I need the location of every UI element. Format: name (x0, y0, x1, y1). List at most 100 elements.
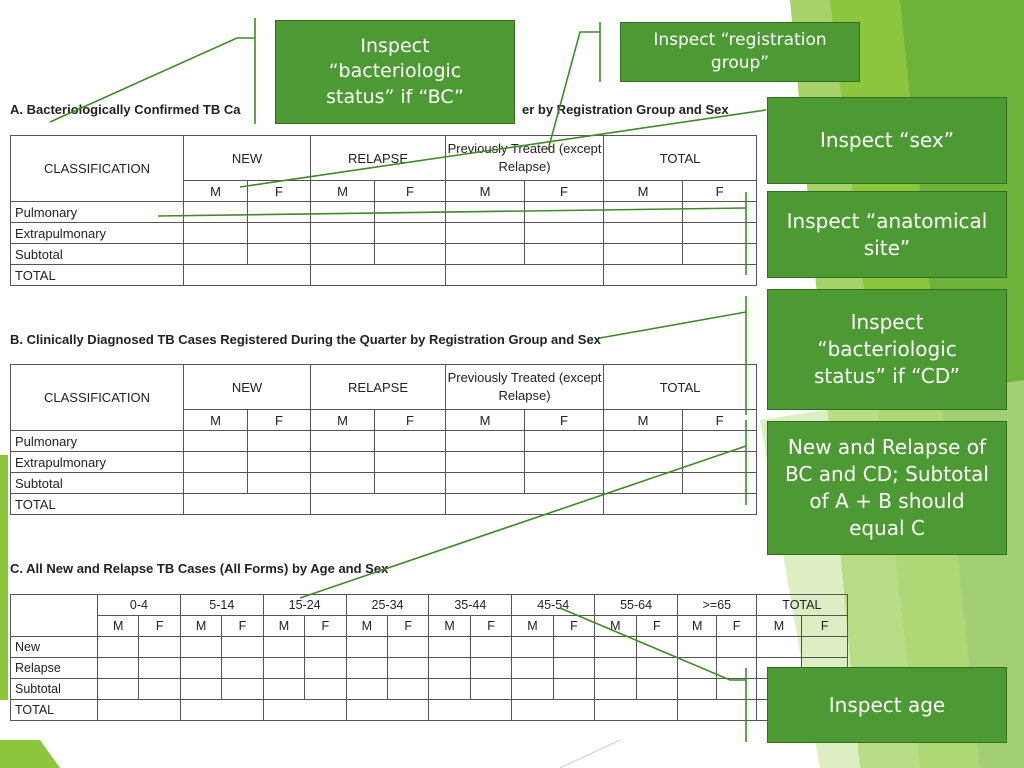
data-cell[interactable] (524, 243, 605, 265)
data-cell[interactable] (262, 636, 306, 658)
data-cell[interactable] (179, 678, 223, 700)
data-cell[interactable] (183, 222, 248, 244)
data-cell[interactable] (262, 678, 306, 700)
data-cell[interactable] (428, 699, 513, 721)
data-cell[interactable] (801, 636, 848, 658)
data-cell[interactable] (594, 699, 678, 721)
data-cell[interactable] (524, 451, 605, 473)
data-cell[interactable] (511, 657, 554, 679)
data-cell[interactable] (428, 636, 471, 658)
data-cell[interactable] (247, 472, 311, 494)
data-cell[interactable] (345, 678, 388, 700)
data-cell[interactable] (716, 636, 757, 658)
data-cell[interactable] (682, 472, 758, 494)
data-cell[interactable] (676, 657, 718, 679)
data-cell[interactable] (138, 678, 181, 700)
data-cell[interactable] (221, 657, 264, 679)
data-cell[interactable] (635, 657, 679, 679)
data-cell[interactable] (386, 657, 430, 679)
data-cell[interactable] (97, 699, 181, 721)
data-cell[interactable] (386, 636, 430, 658)
data-cell[interactable] (511, 636, 554, 658)
data-cell[interactable] (552, 636, 596, 658)
data-cell[interactable] (345, 699, 430, 721)
data-cell[interactable] (445, 493, 605, 515)
data-cell[interactable] (262, 699, 347, 721)
data-cell[interactable] (221, 636, 264, 658)
data-cell[interactable] (603, 430, 684, 452)
data-cell[interactable] (310, 430, 375, 452)
data-cell[interactable] (469, 678, 513, 700)
data-cell[interactable] (138, 636, 181, 658)
data-cell[interactable] (183, 243, 248, 265)
data-cell[interactable] (682, 430, 758, 452)
data-cell[interactable] (179, 636, 223, 658)
data-cell[interactable] (309, 264, 447, 286)
data-cell[interactable] (247, 430, 311, 452)
data-cell[interactable] (445, 451, 526, 473)
data-cell[interactable] (247, 243, 311, 265)
data-cell[interactable] (445, 201, 526, 223)
data-cell[interactable] (310, 201, 375, 223)
data-cell[interactable] (428, 678, 471, 700)
data-cell[interactable] (445, 243, 526, 265)
data-cell[interactable] (635, 636, 679, 658)
data-cell[interactable] (682, 201, 758, 223)
data-cell[interactable] (445, 472, 526, 494)
data-cell[interactable] (603, 201, 684, 223)
data-cell[interactable] (247, 222, 311, 244)
data-cell[interactable] (96, 636, 140, 658)
data-cell[interactable] (309, 493, 447, 515)
data-cell[interactable] (603, 493, 758, 515)
data-cell[interactable] (179, 699, 264, 721)
data-cell[interactable] (524, 201, 605, 223)
data-cell[interactable] (524, 430, 605, 452)
data-cell[interactable] (716, 678, 757, 700)
data-cell[interactable] (310, 472, 375, 494)
data-cell[interactable] (755, 636, 803, 658)
data-cell[interactable] (183, 472, 248, 494)
data-cell[interactable] (247, 201, 311, 223)
data-cell[interactable] (373, 451, 447, 473)
data-cell[interactable] (594, 678, 637, 700)
data-cell[interactable] (96, 678, 140, 700)
data-cell[interactable] (603, 243, 684, 265)
data-cell[interactable] (386, 678, 430, 700)
data-cell[interactable] (247, 451, 311, 473)
data-cell[interactable] (603, 222, 684, 244)
data-cell[interactable] (677, 699, 757, 721)
data-cell[interactable] (373, 243, 447, 265)
data-cell[interactable] (373, 201, 447, 223)
data-cell[interactable] (676, 636, 718, 658)
data-cell[interactable] (221, 678, 264, 700)
data-cell[interactable] (524, 472, 605, 494)
data-cell[interactable] (682, 243, 758, 265)
data-cell[interactable] (552, 657, 596, 679)
data-cell[interactable] (469, 657, 513, 679)
data-cell[interactable] (428, 657, 471, 679)
data-cell[interactable] (445, 222, 526, 244)
data-cell[interactable] (373, 472, 447, 494)
data-cell[interactable] (603, 451, 684, 473)
data-cell[interactable] (345, 636, 388, 658)
data-cell[interactable] (310, 222, 375, 244)
data-cell[interactable] (511, 699, 596, 721)
data-cell[interactable] (635, 678, 679, 700)
data-cell[interactable] (183, 430, 248, 452)
data-cell[interactable] (682, 222, 758, 244)
data-cell[interactable] (310, 243, 375, 265)
data-cell[interactable] (373, 222, 447, 244)
data-cell[interactable] (524, 222, 605, 244)
data-cell[interactable] (682, 451, 758, 473)
data-cell[interactable] (304, 657, 347, 679)
data-cell[interactable] (96, 657, 140, 679)
data-cell[interactable] (594, 636, 637, 658)
data-cell[interactable] (179, 657, 223, 679)
data-cell[interactable] (345, 657, 388, 679)
data-cell[interactable] (183, 264, 311, 286)
data-cell[interactable] (262, 657, 306, 679)
data-cell[interactable] (183, 493, 311, 515)
data-cell[interactable] (138, 657, 181, 679)
data-cell[interactable] (183, 201, 248, 223)
data-cell[interactable] (304, 678, 347, 700)
